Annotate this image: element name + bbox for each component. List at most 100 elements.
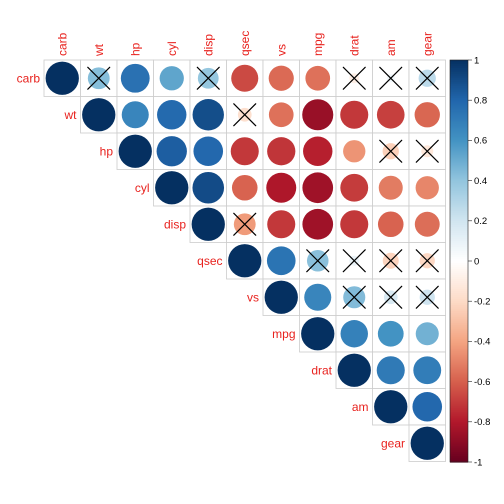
legend-step [450, 339, 468, 342]
legend-step [450, 68, 468, 71]
legend-step [450, 188, 468, 192]
legend-step [450, 425, 468, 429]
row-label-gear: gear [381, 436, 405, 450]
legend-step [450, 279, 468, 282]
legend-step [450, 277, 468, 280]
legend-step [450, 345, 468, 349]
legend-step [450, 104, 468, 107]
legend-step [450, 60, 468, 63]
row-label-cyl: cyl [135, 181, 150, 195]
legend-step [450, 375, 468, 379]
legend-step [450, 457, 468, 461]
cross-qsec-mpg [306, 249, 330, 273]
legend-step [450, 258, 468, 262]
legend-step [450, 303, 468, 306]
legend-step [450, 357, 468, 361]
legend-step [450, 110, 468, 113]
circle-wt-am [376, 100, 405, 129]
legend-step [450, 393, 468, 397]
circle-disp-drat [340, 210, 369, 239]
legend-tick-label: 0.8 [474, 96, 487, 107]
legend-step [450, 196, 468, 200]
color-legend-ticks: 1 0.8 0.6 0.4 0.2 0 -0.2 -0.4 -0.6 -0.8 -1 [468, 55, 490, 468]
legend-step [450, 96, 468, 99]
legend-step [450, 126, 468, 129]
legend-step [450, 413, 468, 417]
legend-step [450, 146, 468, 150]
circle-mpg-mpg [301, 317, 335, 351]
row-label-vs: vs [247, 290, 259, 304]
legend-step [450, 343, 468, 347]
circle-hp-hp [118, 134, 152, 168]
legend-step [450, 120, 468, 123]
circle-hp-qsec [230, 137, 259, 166]
legend-tick-label: 0.4 [474, 176, 487, 187]
legend-step [450, 445, 468, 449]
legend-tick-label: 0 [474, 256, 479, 267]
legend-step [450, 361, 468, 365]
row-label-qsec: qsec [197, 254, 222, 268]
legend-step [450, 210, 468, 214]
legend-step [450, 267, 468, 270]
legend-step [450, 226, 468, 230]
legend-step [450, 327, 468, 330]
legend-step [450, 72, 468, 75]
legend-tick-label: 1 [474, 55, 479, 66]
legend-step [450, 321, 468, 324]
legend-step [450, 144, 468, 148]
circle-disp-disp [191, 207, 225, 241]
legend-step [450, 136, 468, 139]
circle-hp-cyl [156, 136, 187, 167]
legend-step [450, 389, 468, 393]
legend-step [450, 419, 468, 423]
legend-step [450, 160, 468, 164]
legend-step [450, 329, 468, 332]
legend-step [450, 66, 468, 69]
legend-step [450, 427, 468, 431]
circle-wt-cyl [157, 100, 187, 130]
legend-step [450, 423, 468, 427]
legend-step [450, 256, 468, 260]
legend-step [450, 202, 468, 206]
circle-mpg-drat [340, 320, 368, 348]
legend-step [450, 124, 468, 127]
legend-step [450, 443, 468, 447]
legend-step [450, 172, 468, 176]
legend-step [450, 369, 468, 373]
circle-cyl-drat [340, 173, 369, 202]
legend-step [450, 351, 468, 355]
cross-hp-am [379, 139, 403, 163]
legend-step [450, 411, 468, 415]
legend-step [450, 347, 468, 351]
legend-step [450, 283, 468, 286]
legend-step [450, 214, 468, 218]
circle-disp-mpg [302, 208, 334, 240]
legend-step [450, 234, 468, 238]
legend-step [450, 162, 468, 166]
legend-step [450, 224, 468, 228]
legend-step [450, 186, 468, 190]
legend-step [450, 455, 468, 459]
legend-step [450, 325, 468, 328]
legend-step [450, 305, 468, 308]
legend-step [450, 240, 468, 244]
circle-disp-am [377, 211, 404, 238]
legend-step [450, 176, 468, 180]
circle-cyl-mpg [302, 172, 334, 204]
legend-step [450, 415, 468, 419]
col-label-vs: vs [274, 44, 288, 56]
cross-qsec-gear [415, 249, 439, 273]
circle-wt-hp [121, 101, 149, 129]
legend-step [450, 254, 468, 258]
legend-step [450, 433, 468, 437]
legend-step [450, 439, 468, 443]
legend-step [450, 355, 468, 359]
legend-step [450, 451, 468, 455]
cross-vs-drat [342, 285, 366, 309]
legend-step [450, 190, 468, 194]
cross-carb-am [379, 66, 403, 90]
variable-labels: carb carb wt wt hp hp cyl cyl disp disp qsec qsec vs… [17, 31, 435, 451]
legend-step [450, 86, 468, 89]
circle-cyl-qsec [231, 174, 258, 201]
legend-step [450, 94, 468, 97]
